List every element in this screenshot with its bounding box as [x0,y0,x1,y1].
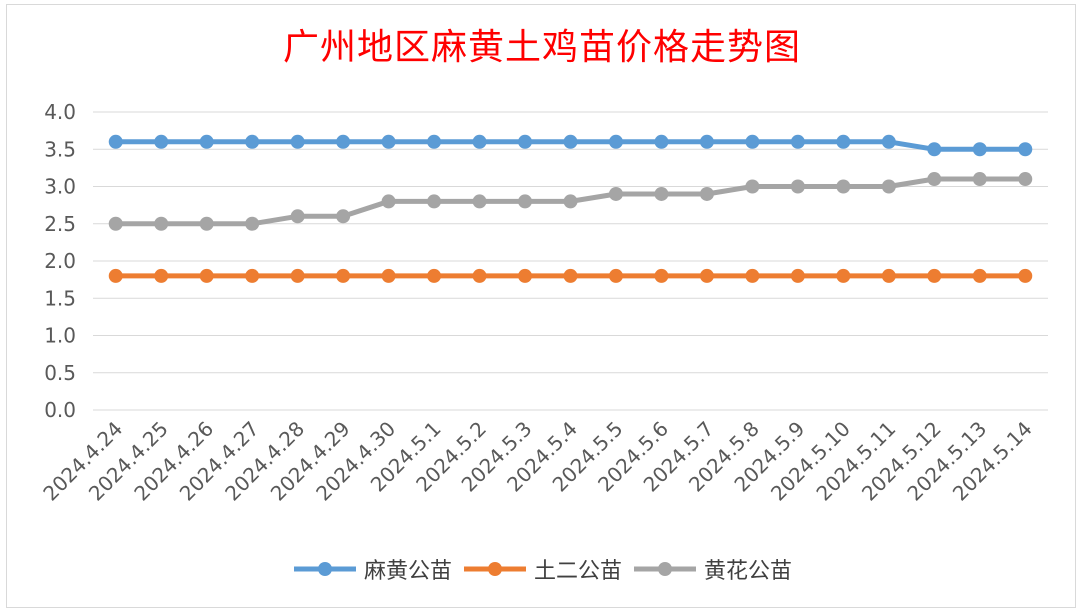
y-tick-label: 0.5 [44,361,76,385]
data-point [336,268,351,283]
data-point [927,142,942,157]
data-point [199,268,214,283]
data-point [881,134,896,149]
data-point [972,172,987,187]
data-point [336,209,351,224]
legend-marker [658,562,672,576]
data-point [927,172,942,187]
data-point [154,216,169,231]
data-point [563,194,578,209]
data-point [427,134,442,149]
data-point [654,134,669,149]
data-point [154,134,169,149]
data-point [290,209,305,224]
legend-item: 土二公苗 [462,553,622,585]
data-point [608,134,623,149]
data-point [427,268,442,283]
data-point [745,179,760,194]
data-point [245,134,260,149]
data-point [654,186,669,201]
data-point [518,134,533,149]
data-point [1018,268,1033,283]
data-point [245,216,260,231]
data-point [972,268,987,283]
y-tick-label: 2.5 [44,212,76,236]
data-point [472,268,487,283]
legend-label: 土二公苗 [533,559,622,584]
y-tick-label: 3.0 [44,175,76,199]
legend-swatch [293,562,356,576]
data-point [699,186,714,201]
data-point [927,268,942,283]
data-point [699,268,714,283]
y-tick-label: 3.5 [44,137,76,161]
data-point [745,134,760,149]
data-point [745,268,760,283]
y-tick-label: 1.5 [44,286,76,310]
data-point [290,268,305,283]
data-point [154,268,169,283]
data-point [1018,172,1033,187]
data-point [972,142,987,157]
data-point [381,194,396,209]
y-tick-label: 1.0 [44,324,76,348]
y-tick-label: 4.0 [44,100,76,124]
legend-item: 麻黄公苗 [292,553,452,585]
chart-title: 广州地区麻黄土鸡苗价格走势图 [282,27,801,68]
data-point [427,194,442,209]
data-point [336,134,351,149]
data-point [518,268,533,283]
legend-item: 黄花公苗 [632,553,792,585]
legend-label: 麻黄公苗 [363,559,452,584]
chart-frame [6,4,1076,608]
data-point [790,179,805,194]
data-point [381,268,396,283]
data-point [836,268,851,283]
data-point [563,268,578,283]
data-point [563,134,578,149]
data-point [1018,142,1033,157]
data-point [199,134,214,149]
data-point [381,134,396,149]
data-point [472,134,487,149]
y-tick-label: 0.0 [44,398,76,422]
data-point [199,216,214,231]
y-tick-label: 2.0 [44,249,76,273]
data-point [290,134,305,149]
data-point [608,186,623,201]
data-point [881,268,896,283]
data-point [108,268,123,283]
legend-label: 黄花公苗 [704,559,793,584]
legend-swatch [463,562,526,576]
data-point [518,194,533,209]
data-point [790,268,805,283]
data-point [608,268,623,283]
data-point [245,268,260,283]
data-point [836,134,851,149]
data-point [790,134,805,149]
legend-marker [487,562,502,576]
legend-swatch [634,562,696,576]
data-point [108,216,123,231]
data-point [654,268,669,283]
chart-legend: 麻黄公苗 土二公苗 黄花公苗 [0,553,1084,585]
data-point [472,194,487,209]
data-point [881,179,896,194]
data-point [836,179,851,194]
legend-marker [317,562,332,576]
data-point [108,134,123,149]
data-point [699,134,714,149]
